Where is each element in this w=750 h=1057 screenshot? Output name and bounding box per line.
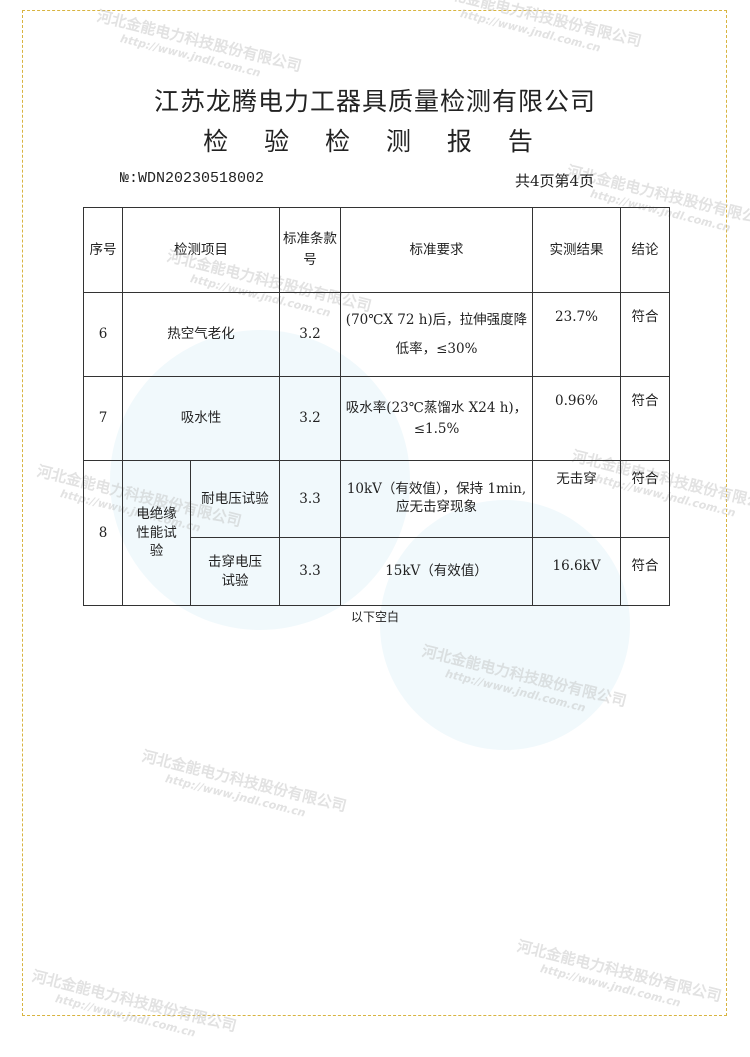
header-conclusion: 结论 <box>620 207 670 293</box>
cell-conclusion: 符合 <box>620 376 670 461</box>
cell-seq: 7 <box>83 376 123 461</box>
cell-conclusion: 符合 <box>620 537 670 606</box>
cell-clause: 3.3 <box>279 537 341 606</box>
header-requirement: 标准要求 <box>340 207 533 293</box>
cell-result: 无击穿 <box>532 460 621 538</box>
cell-subitem: 击穿电压试验 <box>190 537 280 606</box>
cell-subitem: 耐电压试验 <box>190 460 280 538</box>
cell-requirement: 15kV（有效值） <box>340 537 533 606</box>
table-row: 8 电绝缘性能试验 耐电压试验 3.3 10kV（有效值），保持 1min,应无… <box>83 460 670 606</box>
cell-item: 吸水性 <box>122 376 280 461</box>
cell-result: 23.7% <box>532 292 621 377</box>
report-number: №:WDN20230518002 <box>120 170 265 187</box>
header-seq: 序号 <box>83 207 123 293</box>
cell-result: 16.6kV <box>532 537 621 606</box>
cell-seq: 8 <box>83 460 123 606</box>
table-header-row: 序号 检测项目 标准条款号 标准要求 实测结果 结论 <box>83 207 670 293</box>
page-border <box>22 10 727 1016</box>
report-title: 检 验 检 测 报 告 <box>203 127 547 156</box>
cell-item: 热空气老化 <box>122 292 280 377</box>
cell-requirement: 吸水率(23℃蒸馏水 X24 h)，≤1.5% <box>340 376 533 461</box>
table-row: 7 吸水性 3.2 吸水率(23℃蒸馏水 X24 h)，≤1.5% 0.96% … <box>83 376 670 461</box>
blank-below-note: 以下空白 <box>350 610 399 624</box>
cell-requirement: 10kV（有效值），保持 1min,应无击穿现象 <box>340 460 533 538</box>
cell-clause: 3.2 <box>279 376 341 461</box>
cell-conclusion: 符合 <box>620 460 670 538</box>
page-info: 共4页第4页 <box>515 172 595 190</box>
cell-seq: 6 <box>83 292 123 377</box>
cell-conclusion: 符合 <box>620 292 670 377</box>
header-item: 检测项目 <box>122 207 280 293</box>
header-clause: 标准条款号 <box>279 207 341 293</box>
cell-result: 0.96% <box>532 376 621 461</box>
cell-requirement: (70℃X 72 h)后，拉伸强度降低率，≤30% <box>340 292 533 377</box>
test-results-table: 序号 检测项目 标准条款号 标准要求 实测结果 结论 6 热空气老化 3.2 (… <box>83 207 670 606</box>
company-name: 江苏龙腾电力工器具质量检测有限公司 <box>153 87 596 116</box>
cell-item: 电绝缘性能试验 <box>122 460 191 606</box>
header-result: 实测结果 <box>532 207 621 293</box>
cell-clause: 3.3 <box>279 460 341 538</box>
cell-clause: 3.2 <box>279 292 341 377</box>
table-row: 6 热空气老化 3.2 (70℃X 72 h)后，拉伸强度降低率，≤30% 23… <box>83 292 670 377</box>
table-row: 击穿电压试验 3.3 15kV（有效值） 16.6kV 符合 <box>84 537 670 606</box>
